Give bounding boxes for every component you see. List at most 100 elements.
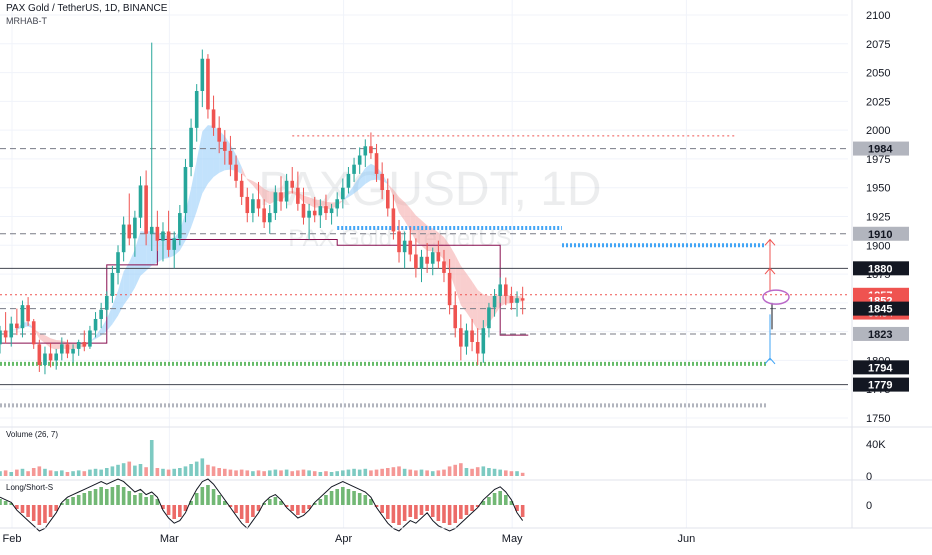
- osc-bar: [0, 499, 2, 505]
- price-label-value: 1823: [868, 329, 892, 341]
- volume-bar: [161, 468, 165, 476]
- candle-body: [166, 231, 171, 250]
- volume-bar: [520, 472, 525, 476]
- price-label-box: [853, 360, 909, 375]
- price-label-box: [853, 301, 909, 316]
- ribbon-segment: [202, 125, 208, 194]
- volume-bar: [178, 468, 182, 476]
- candle-body: [262, 208, 266, 223]
- osc-bar: [121, 487, 126, 505]
- osc-bar: [183, 505, 188, 511]
- candle-body: [442, 261, 446, 273]
- volume-bar: [149, 440, 154, 476]
- volume-pane-title[interactable]: Volume (26, 7): [6, 430, 59, 439]
- osc-bar: [267, 499, 272, 505]
- candle-body: [301, 203, 306, 218]
- ribbon-segment: [44, 335, 51, 349]
- ribbon-segment: [415, 215, 422, 246]
- x-tick-label: Feb: [3, 533, 22, 545]
- osc-bar: [3, 501, 8, 505]
- volume-bar: [194, 461, 199, 476]
- candle-body: [459, 328, 463, 347]
- candles: [0, 42, 525, 375]
- volume-bar: [290, 471, 295, 476]
- volume-bar: [121, 463, 126, 476]
- volume-bar: [515, 471, 519, 476]
- ribbon-segment: [359, 167, 366, 189]
- candle-body: [15, 323, 19, 329]
- osc-bar: [470, 505, 474, 511]
- y-tick-label: 2050: [866, 68, 890, 80]
- ribbon-segment: [196, 131, 203, 212]
- price-label-value: 1910: [868, 229, 892, 241]
- osc-bar: [346, 489, 351, 505]
- volume-bar: [82, 471, 87, 476]
- osc-bar: [15, 505, 19, 509]
- osc-bar: [31, 505, 36, 521]
- osc-bar: [155, 499, 160, 505]
- candle-body: [183, 166, 188, 214]
- ribbon-segment: [258, 184, 265, 201]
- price-label-box: [853, 226, 909, 241]
- osc-bar: [251, 505, 255, 517]
- volume-bar: [385, 468, 390, 476]
- volume-pane: [0, 440, 525, 476]
- volume-bar: [509, 471, 514, 476]
- candle-body: [149, 226, 154, 234]
- ribbon-segment: [427, 225, 433, 252]
- candle-body: [397, 231, 401, 253]
- osc-bar: [475, 505, 480, 507]
- ribbon-segment: [421, 220, 428, 251]
- candle-body: [43, 353, 47, 366]
- volume-bar: [267, 470, 272, 476]
- osc-bar: [211, 489, 216, 505]
- ribbon-segment: [252, 181, 259, 193]
- ribbon-segment: [89, 335, 96, 343]
- candle-body: [121, 224, 126, 253]
- osc-bar: [442, 505, 446, 523]
- osc-line: [0, 478, 524, 532]
- volume-bar: [408, 469, 413, 476]
- indicator-name[interactable]: MRHAB-T: [6, 16, 47, 26]
- candle-body: [335, 199, 339, 209]
- ribbon-segment: [50, 338, 57, 350]
- volume-bar: [447, 466, 452, 476]
- ribbon-segment: [264, 188, 270, 205]
- osc-bar: [329, 491, 334, 505]
- candle-body: [110, 272, 115, 296]
- ribbon-segment: [410, 208, 416, 242]
- x-tick-label: Jun: [678, 533, 696, 545]
- ribbon-segment: [466, 273, 473, 321]
- osc-bar: [189, 501, 193, 505]
- osc-bar: [453, 505, 458, 523]
- ribbon-segment: [309, 197, 315, 208]
- osc-bar: [172, 505, 177, 519]
- osc-bar: [234, 505, 238, 513]
- osc-bar: [290, 505, 295, 511]
- candle-body: [453, 305, 458, 329]
- oscillator-pane-title[interactable]: Long/Short-S: [6, 483, 54, 492]
- volume-bar: [138, 464, 143, 476]
- highlight-ellipse: [762, 289, 790, 305]
- ribbon-segment: [472, 281, 478, 331]
- candle-body: [93, 318, 98, 331]
- candle-body: [217, 127, 221, 142]
- candle-body: [357, 155, 362, 165]
- osc-bar: [335, 489, 339, 505]
- candle-body: [391, 208, 396, 232]
- volume-bar: [402, 468, 407, 476]
- candle-body: [296, 187, 300, 204]
- candle-body: [470, 330, 474, 343]
- symbol-title[interactable]: PAX Gold / TetherUS, 1D, BINANCE: [6, 3, 168, 14]
- candle-body: [228, 150, 233, 165]
- volume-bar: [346, 469, 351, 476]
- volume-bar: [144, 467, 148, 476]
- volume-bar: [0, 471, 2, 476]
- volume-bar: [234, 470, 238, 476]
- candle-body: [380, 173, 384, 191]
- osc-bar: [20, 505, 25, 513]
- osc-bar: [228, 505, 233, 507]
- volume-bar: [228, 469, 233, 476]
